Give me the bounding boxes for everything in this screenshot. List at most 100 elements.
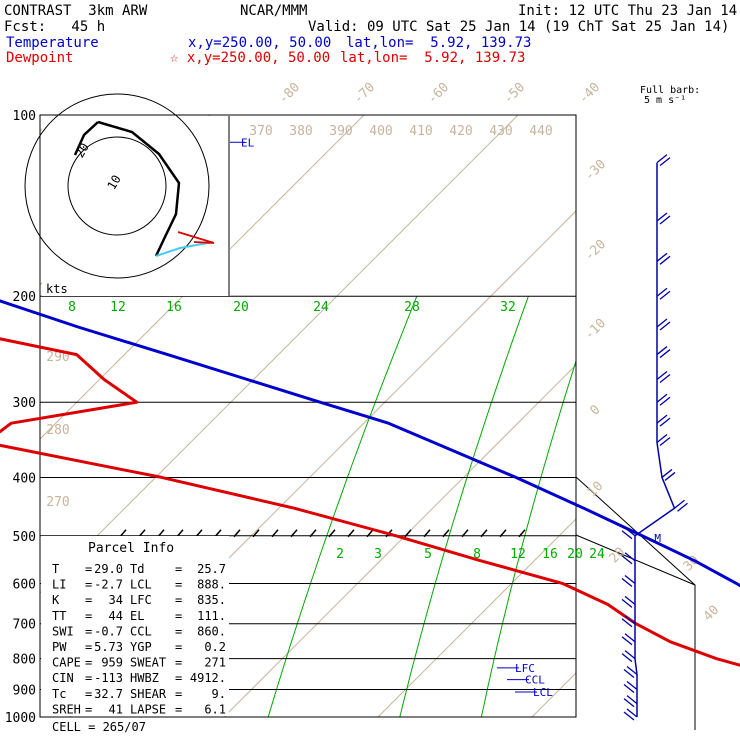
wind-barb (623, 666, 638, 679)
temperature-latlon: lat,lon= 5.92, 139.73 (346, 35, 532, 51)
mixing-ratio-label: 20 (233, 300, 249, 315)
parcel-equals: = (85, 593, 92, 607)
dewpoint-xy: ☆ x,y=250.00, 50.00 (170, 50, 331, 66)
dry-adiabat-label: 390 (329, 124, 352, 139)
dry-adiabat-label: 280 (46, 423, 69, 438)
parcel-value: 835. (197, 593, 226, 607)
isotherm-line (686, 115, 740, 717)
parcel-equals: = (175, 671, 182, 685)
legend-temperature: Temperature (6, 35, 99, 51)
mixing-ratio-label: 28 (404, 300, 420, 315)
wind-barb (623, 708, 638, 721)
parcel-equals: = (85, 656, 92, 670)
parcel-equals: = (85, 702, 92, 716)
plot-border (39, 114, 577, 718)
wind-barb (656, 287, 671, 300)
freezing-hatch (271, 529, 279, 538)
wind-barb (656, 252, 671, 265)
wind-barb (621, 574, 636, 587)
isotherm-line (377, 518, 576, 717)
parcel-value: 0.2 (204, 640, 226, 654)
parcel-key: SREH (52, 702, 81, 716)
parcel-info-title: Parcel Info (88, 541, 174, 556)
dry-adiabat-label: 430 (489, 124, 512, 139)
parcel-value: 4912. (190, 671, 226, 685)
isotherm-label: -60 (425, 80, 452, 107)
parcel-equals: = (175, 578, 182, 592)
parcel-equals: = (175, 687, 182, 701)
mixing-ratio-label: 16 (166, 300, 182, 315)
forecast-hour: Fcst: 45 h (4, 19, 106, 35)
isotherm-label: 20 (607, 545, 629, 567)
parcel-value: 34 (109, 593, 123, 607)
pressure-tick-label: 1000 (5, 711, 36, 726)
mixing-ratio-label: 12 (510, 547, 526, 562)
level-marker-label: LCL (533, 686, 553, 699)
parcel-equals: = (85, 609, 92, 623)
wind-barb (656, 154, 671, 167)
forecast-center: NCAR/MMM (240, 3, 308, 19)
parcel-value: 6.1 (204, 702, 226, 716)
hodograph-storm-motion (177, 231, 215, 244)
hodograph-ring (24, 93, 210, 279)
level-marker-label: CCL (525, 674, 545, 687)
wind-barb (656, 434, 671, 447)
parcel-key: Tc (52, 687, 66, 701)
dewpoint-line (0, 337, 740, 667)
parcel-value: 271 (204, 656, 226, 670)
hodograph-ring-label: 10 (104, 173, 123, 193)
mixing-ratio-label: 20 (567, 547, 583, 562)
parcel-value: 41 (109, 702, 123, 716)
wind-barb-profile (621, 154, 688, 721)
hodograph-background (42, 116, 230, 296)
pressure-tick-label: 300 (13, 396, 36, 411)
parcel-value: 44 (109, 609, 123, 623)
parcel-key: YGP (130, 640, 152, 654)
mixing-ratio-label: 24 (313, 300, 329, 315)
model-product-title: CONTRAST 3km ARW (4, 3, 148, 19)
dry-adiabat-label: 370 (249, 124, 272, 139)
isotherm-label: 40 (701, 603, 723, 625)
freezing-hatch (119, 529, 127, 538)
parcel-equals: = (85, 578, 92, 592)
hodograph-ring (67, 136, 167, 236)
parcel-value: -113 (94, 671, 123, 685)
mixing-ratio-label: 16 (542, 547, 558, 562)
isotherm-label: -80 (276, 80, 303, 107)
mixing-ratio-label: 12 (110, 300, 126, 315)
parcel-equals: = (175, 656, 182, 670)
full-barb-label: Full barb: (640, 85, 701, 96)
dry-adiabat-label: 440 (529, 124, 552, 139)
pressure-tick-label: 100 (13, 109, 36, 124)
wind-barb (621, 527, 636, 540)
parcel-value: 32.7 (94, 687, 123, 701)
freezing-hatch (176, 529, 184, 538)
isotherm-line (223, 364, 576, 717)
mixing-ratio-label: 8 (68, 300, 76, 315)
freezing-hatch (138, 529, 146, 538)
wind-barb (674, 499, 688, 512)
freezing-hatch (157, 529, 165, 538)
valid-time: Valid: 09 UTC Sat 25 Jan 14 (19 ChT Sat … (308, 19, 730, 35)
pressure-tick-label: 900 (13, 683, 36, 698)
wind-barb (623, 680, 638, 693)
parcel-equals: = (175, 640, 182, 654)
wind-barb (656, 370, 671, 383)
plot-frame (39, 114, 696, 730)
freezing-hatch (195, 529, 203, 538)
wind-barb (656, 393, 671, 406)
parcel-key: EL (130, 609, 144, 623)
freezing-hatch (480, 529, 488, 538)
parcel-key: K (52, 593, 60, 607)
wind-barb (621, 552, 636, 565)
hodograph-shear-vector (155, 241, 214, 257)
parcel-value: 5.73 (94, 640, 123, 654)
isotherm-label: -50 (501, 80, 528, 107)
dry-adiabat-label: 410 (409, 124, 432, 139)
profile-series: M (0, 299, 740, 667)
wind-barb (661, 468, 676, 481)
isotherm-label: -30 (582, 157, 609, 184)
freezing-hatch (461, 529, 469, 538)
parcel-cell: CELL = 265/07 (52, 720, 146, 734)
